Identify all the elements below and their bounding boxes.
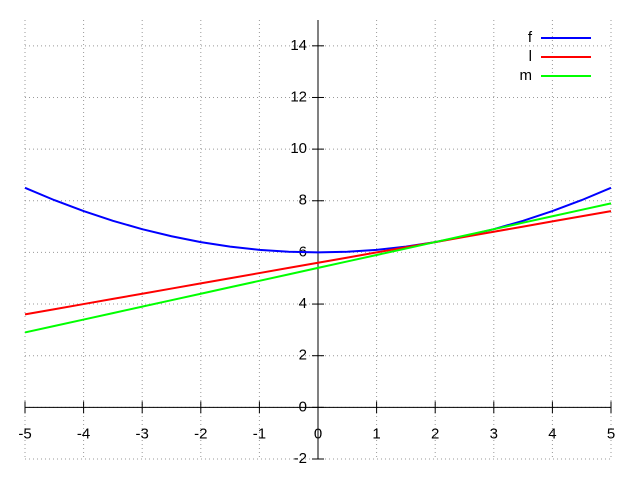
x-tick-label: 4 <box>548 425 556 442</box>
legend-label: f <box>528 29 533 46</box>
y-tick-label: -2 <box>294 450 307 467</box>
y-tick-label: 2 <box>299 347 307 364</box>
x-tick-label: -5 <box>18 425 31 442</box>
x-tick-label: 2 <box>431 425 439 442</box>
series-line <box>24 202 612 334</box>
y-tick-label: 14 <box>290 37 307 54</box>
series-line <box>24 210 612 316</box>
x-tick-label: -1 <box>253 425 266 442</box>
series-line <box>24 186 612 254</box>
y-tick-label: 12 <box>290 88 307 105</box>
legend-label: m <box>520 67 533 84</box>
x-tick-label: -4 <box>77 425 90 442</box>
legend-label: l <box>529 48 532 65</box>
y-tick-label: 0 <box>299 398 307 415</box>
y-tick-label: 8 <box>299 192 307 209</box>
y-tick-label: 4 <box>299 295 307 312</box>
y-tick-label: 10 <box>290 140 307 157</box>
x-tick-label: 3 <box>490 425 498 442</box>
x-tick-label: 1 <box>372 425 380 442</box>
x-tick-label: -3 <box>136 425 149 442</box>
x-tick-label: -2 <box>194 425 207 442</box>
x-tick-label: 5 <box>607 425 615 442</box>
